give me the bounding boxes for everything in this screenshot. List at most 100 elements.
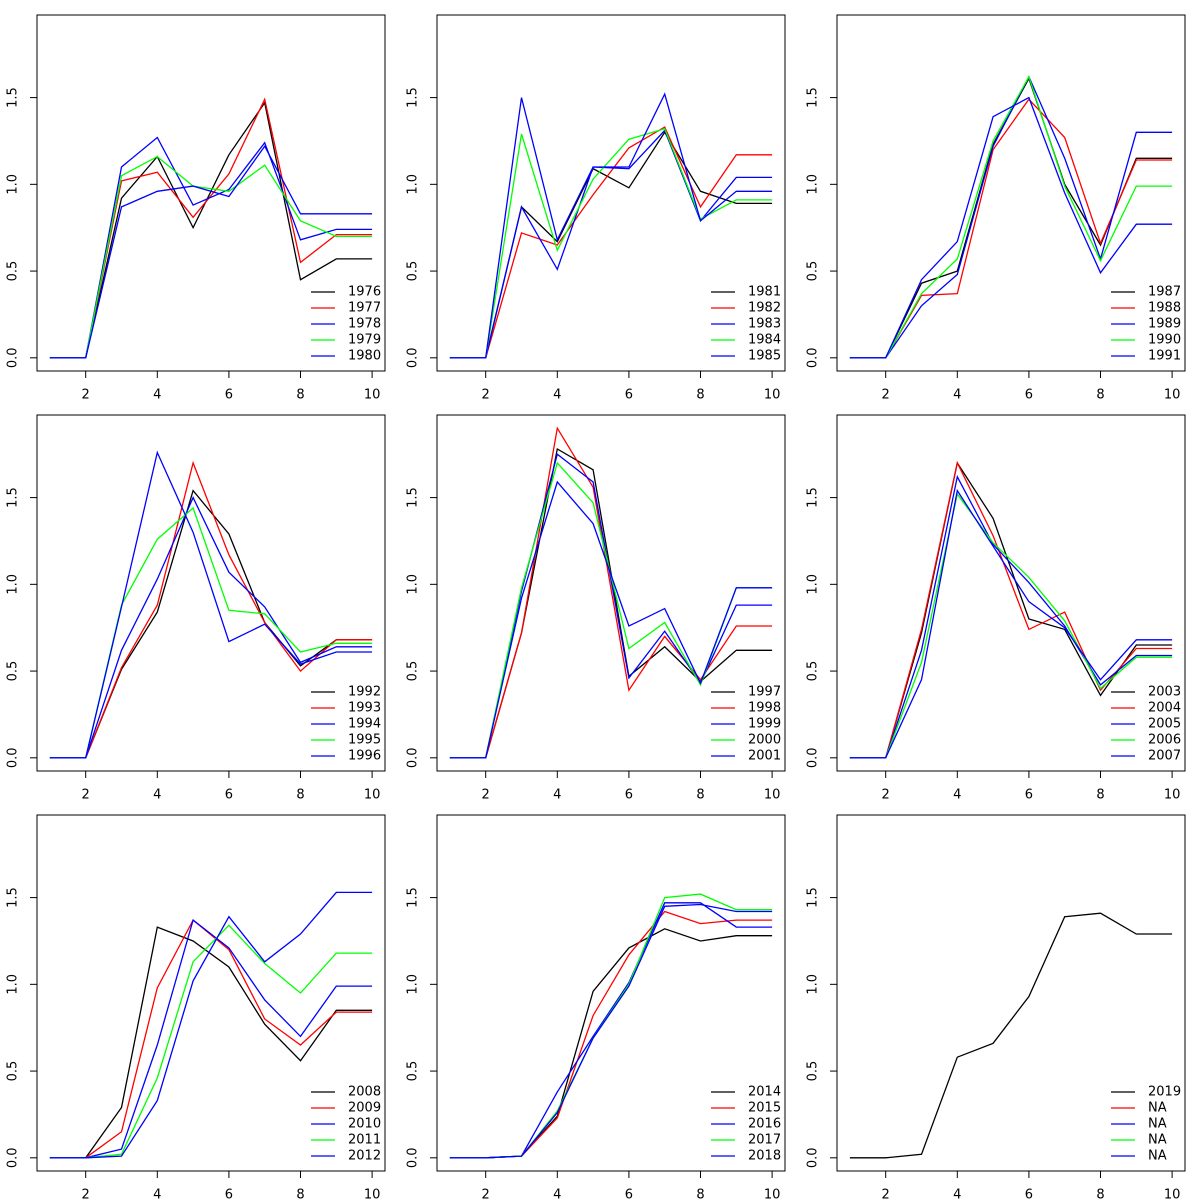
y-tick-label: 0.0: [406, 1147, 421, 1168]
y-tick-label: 0.0: [6, 347, 21, 368]
x-tick-label: 8: [1096, 788, 1104, 803]
x-tick-label: 10: [1164, 388, 1181, 403]
legend-label: NA: [1148, 1149, 1167, 1164]
series-line: [49, 97, 373, 359]
legend-label: 2007: [1148, 749, 1181, 764]
series-line: [49, 450, 373, 759]
y-tick-label: 0.5: [406, 661, 421, 682]
x-tick-label: 10: [364, 1188, 381, 1200]
x-tick-label: 2: [482, 1188, 490, 1200]
legend-label: 1995: [348, 733, 381, 748]
y-tick-label: 1.5: [806, 87, 821, 108]
series-line: [449, 92, 773, 359]
legend-label: 2010: [348, 1117, 381, 1132]
x-tick-label: 2: [82, 1188, 90, 1200]
x-tick-label: 4: [153, 1188, 161, 1200]
legend-label: 1976: [348, 285, 381, 300]
series-line: [449, 903, 773, 1159]
series-line: [49, 136, 373, 359]
y-tick-label: 1.0: [406, 174, 421, 195]
y-tick-label: 1.5: [806, 487, 821, 508]
series-line: [849, 98, 1173, 359]
x-tick-label: 10: [764, 1188, 781, 1200]
series-line: [849, 75, 1173, 359]
legend-label: 1999: [748, 717, 781, 732]
legend-label: 1993: [348, 701, 381, 716]
series-line: [49, 919, 373, 1159]
legend-label: 1991: [1148, 349, 1181, 364]
y-tick-label: 0.0: [406, 747, 421, 768]
legend-label: 2015: [748, 1101, 781, 1116]
legend-label: 1996: [348, 749, 381, 764]
plot-box: [836, 414, 1186, 772]
x-tick-label: 6: [1025, 788, 1033, 803]
x-tick-label: 2: [882, 788, 890, 803]
legend-label: 2004: [1148, 701, 1181, 716]
x-tick-label: 2: [482, 388, 490, 403]
x-tick-label: 2: [882, 388, 890, 403]
plot-box: [36, 814, 386, 1172]
x-tick-label: 4: [553, 1188, 561, 1200]
y-tick-label: 1.0: [806, 174, 821, 195]
legend-label: 1998: [748, 701, 781, 716]
y-tick-label: 0.5: [406, 1061, 421, 1082]
y-tick-label: 1.5: [406, 487, 421, 508]
legend-label: 1985: [748, 349, 781, 364]
series-line: [449, 893, 773, 1159]
y-tick-label: 1.0: [806, 574, 821, 595]
series-line: [449, 128, 773, 359]
legend-label: 1980: [348, 349, 381, 364]
plot-box: [436, 414, 786, 772]
x-tick-label: 6: [1025, 388, 1033, 403]
x-tick-label: 10: [764, 788, 781, 803]
series-line: [849, 75, 1173, 359]
y-tick-label: 0.0: [6, 747, 21, 768]
x-tick-label: 4: [553, 388, 561, 403]
x-tick-label: 6: [225, 388, 233, 403]
series-line: [449, 902, 773, 1159]
legend-label: 2000: [748, 733, 781, 748]
y-tick-label: 0.5: [806, 1061, 821, 1082]
series-line: [849, 488, 1173, 759]
y-tick-label: 1.5: [806, 887, 821, 908]
legend-label: 2014: [748, 1085, 781, 1100]
x-tick-label: 4: [953, 788, 961, 803]
series-line: [449, 129, 773, 359]
legend-label: 2017: [748, 1133, 781, 1148]
x-tick-label: 4: [153, 388, 161, 403]
legend-label: 1982: [748, 301, 781, 316]
legend-label: NA: [1148, 1101, 1167, 1116]
legend-label: 1979: [348, 333, 381, 348]
legend-label: 1978: [348, 317, 381, 332]
series-line: [449, 447, 773, 759]
legend-label: NA: [1148, 1133, 1167, 1148]
legend-label: 2009: [348, 1101, 381, 1116]
legend-label: 1983: [748, 317, 781, 332]
y-tick-label: 1.5: [406, 87, 421, 108]
x-tick-label: 4: [953, 1188, 961, 1200]
series-line: [449, 910, 773, 1159]
series-line: [849, 492, 1173, 759]
y-tick-label: 1.5: [406, 887, 421, 908]
x-tick-label: 10: [364, 388, 381, 403]
series-line: [49, 155, 373, 359]
series-line: [849, 912, 1173, 1159]
series-line: [849, 474, 1173, 759]
series-line: [849, 76, 1173, 359]
y-tick-label: 0.5: [806, 661, 821, 682]
legend-label: 1994: [348, 717, 381, 732]
y-tick-label: 0.0: [406, 347, 421, 368]
legend-label: 2019: [1148, 1085, 1181, 1100]
legend-label: 1984: [748, 333, 781, 348]
series-line: [449, 126, 773, 359]
legend-label: 2016: [748, 1117, 781, 1132]
x-tick-label: 2: [82, 388, 90, 403]
y-tick-label: 0.0: [806, 747, 821, 768]
y-tick-label: 0.5: [6, 1061, 21, 1082]
plot-box: [436, 814, 786, 1172]
x-tick-label: 4: [953, 388, 961, 403]
x-tick-label: 6: [225, 1188, 233, 1200]
y-tick-label: 1.0: [6, 574, 21, 595]
x-tick-label: 6: [625, 788, 633, 803]
